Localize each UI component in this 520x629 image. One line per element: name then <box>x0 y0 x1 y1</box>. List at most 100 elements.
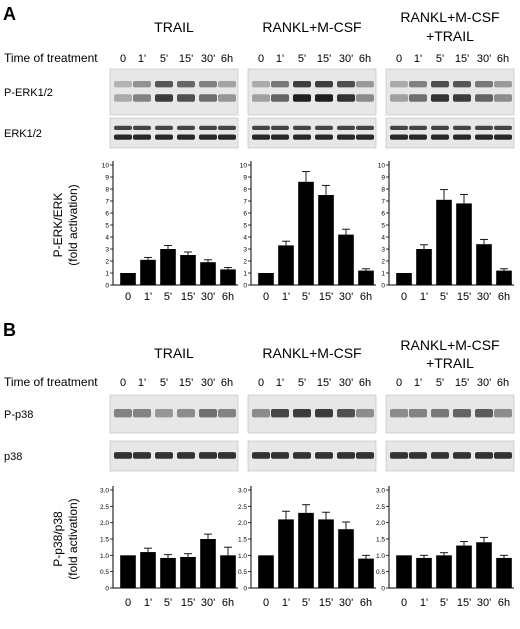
bar <box>160 557 176 588</box>
blot-membrane <box>247 117 377 149</box>
y-tick-label: 2 <box>243 259 247 266</box>
x-tick-label: 5' <box>440 597 448 609</box>
bar <box>318 519 334 588</box>
time-label: 5' <box>160 53 168 65</box>
blot-band <box>390 94 408 102</box>
time-label: 15' <box>455 53 469 65</box>
blot-band <box>155 134 173 140</box>
y-tick-label: 0 <box>105 586 109 593</box>
blot-band <box>177 134 195 140</box>
y-tick-label: 3.0 <box>100 488 109 495</box>
bar <box>476 542 492 588</box>
time-label: 30' <box>201 53 215 65</box>
x-tick-label: 15' <box>181 291 195 303</box>
y-tick-label: 0.5 <box>238 569 247 576</box>
time-label: 30' <box>201 377 215 389</box>
blot-band <box>494 452 512 459</box>
blot-band <box>315 125 333 130</box>
blot-band <box>409 134 427 140</box>
time-label: 1' <box>138 53 146 65</box>
blot-band <box>133 452 151 459</box>
time-label: 30' <box>339 377 353 389</box>
blot-band <box>494 125 512 130</box>
panel-b: B TRAIL RANKL+M-CSF RANKL+M-CSF +TRAIL Time o… <box>3 320 515 609</box>
blot-band <box>494 409 512 418</box>
bar <box>318 195 334 285</box>
blot-band <box>453 452 471 459</box>
blot-band <box>252 134 270 140</box>
y-tick-label: 4 <box>243 235 247 242</box>
blot-band <box>177 94 195 102</box>
y-tick-label: 6 <box>381 211 385 218</box>
x-tick-label: 5' <box>440 291 448 303</box>
bar-chart-0: 0 1 2 3 4 5 6 7 8 9 10 0 1' 5' 15' 30' 6h <box>102 161 238 303</box>
blot-band <box>155 125 173 130</box>
bar <box>396 273 412 285</box>
bar <box>180 255 196 285</box>
x-tick-label: 6h <box>222 291 234 303</box>
time-label: 5' <box>298 377 306 389</box>
bar <box>338 234 354 285</box>
bar <box>436 199 452 285</box>
y-tick-label: 1.5 <box>100 537 109 544</box>
blot-band <box>337 134 355 140</box>
x-tick-label: 0 <box>401 291 407 303</box>
y-tick-label: 3 <box>381 247 385 254</box>
bar <box>258 273 274 285</box>
blot-band <box>337 80 355 88</box>
time-label: 0 <box>258 377 264 389</box>
x-tick-label: 6h <box>222 597 234 609</box>
bar <box>416 249 432 285</box>
blot-band <box>114 409 132 418</box>
time-label: 1' <box>276 53 284 65</box>
bar <box>140 259 156 285</box>
y-tick-label: 0.5 <box>376 569 385 576</box>
blot-band <box>218 409 236 418</box>
blot-band <box>431 409 449 418</box>
bar <box>120 555 136 588</box>
x-tick-label: 5' <box>302 291 310 303</box>
time-label: 15' <box>179 377 193 389</box>
y-tick-label: 2 <box>381 259 385 266</box>
bar <box>358 558 374 588</box>
y-tick-label: 10 <box>240 163 248 170</box>
x-tick-label: 5' <box>302 597 310 609</box>
blot-band <box>155 94 173 102</box>
blot-band <box>252 409 270 418</box>
y-tick-label: 7 <box>243 199 247 206</box>
blot-band <box>271 134 289 140</box>
blot-band <box>293 125 311 130</box>
blot-band <box>252 80 270 88</box>
y-tick-label: 6 <box>243 211 247 218</box>
blot-membrane <box>385 117 515 149</box>
blot-band <box>453 94 471 102</box>
bar <box>200 539 216 588</box>
condition-title: +TRAIL <box>426 355 474 371</box>
y-tick-label: 9 <box>105 175 109 182</box>
blot-band <box>133 80 151 88</box>
y-tick-label: 5 <box>381 223 385 230</box>
time-label: 5' <box>436 53 444 65</box>
bar <box>160 249 176 285</box>
y-tick-label: 2.0 <box>376 520 385 527</box>
y-tick-label: 0 <box>381 586 385 593</box>
y-tick-label: 1 <box>243 271 247 278</box>
blot-band <box>252 94 270 102</box>
x-tick-label: 0 <box>263 597 269 609</box>
x-tick-label: 15' <box>319 291 333 303</box>
bar <box>476 244 492 285</box>
blot-band <box>155 80 173 88</box>
y-tick-label: 5 <box>105 223 109 230</box>
time-label: 0 <box>396 377 402 389</box>
blot-band <box>293 452 311 459</box>
blot-band <box>337 94 355 102</box>
x-tick-label: 1' <box>282 291 290 303</box>
x-tick-label: 15' <box>181 597 195 609</box>
time-label: 1' <box>276 377 284 389</box>
blot-band <box>475 80 493 88</box>
bar-chart-1: 0 1 2 3 4 5 6 7 8 9 10 0 1' 5' 15' 30' 6h <box>240 161 376 303</box>
blot-band <box>177 409 195 418</box>
y-tick-label: 1.0 <box>100 553 109 560</box>
x-tick-label: 30' <box>477 597 491 609</box>
bar <box>220 269 236 285</box>
